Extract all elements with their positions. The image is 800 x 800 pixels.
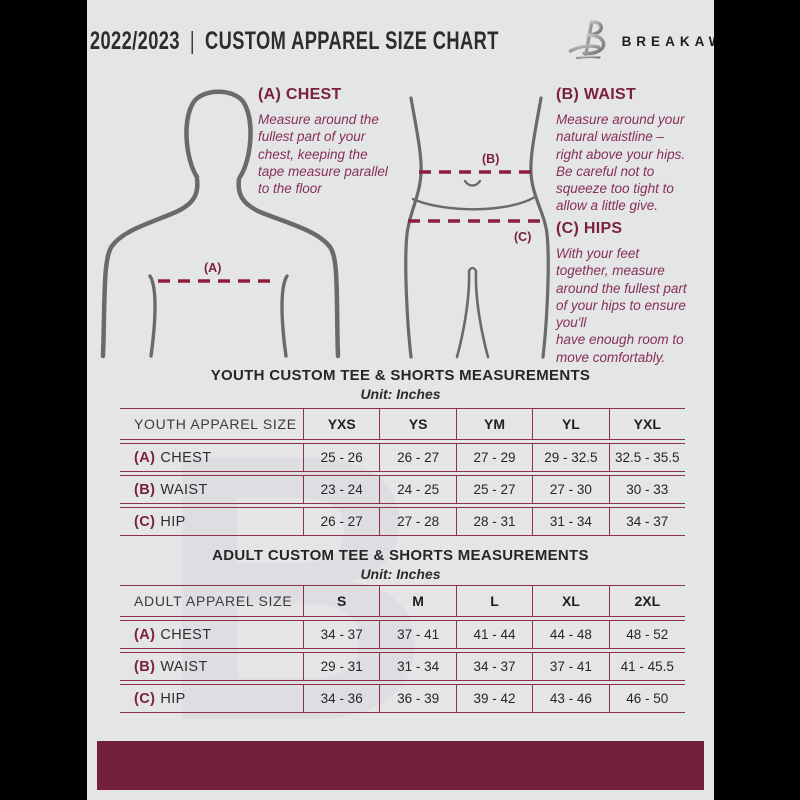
hips-line-label: (C) [514,230,531,244]
title-text: CUSTOM APPAREL SIZE CHART [204,26,499,55]
table-cell: 27 - 29 [455,444,532,471]
youth-unit-label: Unit: Inches [360,386,441,402]
table-cell: 41 - 44 [455,621,532,648]
adult-section-title: ADULT CUSTOM TEE & SHORTS MEASUREMENTS [212,547,589,564]
table-cell: 37 - 41 [379,621,455,648]
table-row: (C) HIP 26 - 27 27 - 28 28 - 31 31 - 34 3… [120,507,685,536]
chest-line-label: (A) [204,261,221,275]
table-cell: 34 - 37 [303,621,379,648]
table-cell: 34 - 37 [608,508,685,535]
size-column-header: S [303,586,379,616]
row-prefix: (B) [134,481,156,498]
table-row: (C) HIP 34 - 36 36 - 39 39 - 42 43 - 46 4… [120,684,685,713]
table-cell: 31 - 34 [532,508,608,535]
row-prefix: (C) [134,513,156,530]
waist-line-label: (B) [482,152,499,166]
title-separator: | [189,26,195,55]
table-header-row: YOUTH APPAREL SIZE YXS YS YM YL YXL [120,408,685,440]
size-column-header: 2XL [608,586,685,616]
youth-size-table: YOUTH APPAREL SIZE YXS YS YM YL YXL (A) C… [120,408,685,536]
size-column-header: YXL [608,409,685,439]
size-chart-page: B 2022/2023 | CUSTOM APPAREL SIZE CHART [87,0,714,800]
table-cell: 44 - 48 [532,621,608,648]
waist-heading: (B) WAIST [556,86,637,103]
row-prefix: (C) [134,690,156,707]
title-season: 2022/2023 [89,26,180,55]
row-label: WAIST [160,658,208,675]
table-cell: 34 - 36 [303,685,379,712]
table-cell: 36 - 39 [379,685,455,712]
row-label: WAIST [160,481,208,498]
page-header: 2022/2023 | CUSTOM APPAREL SIZE CHART [87,16,714,66]
table-cell: 25 - 27 [455,476,532,503]
size-column-header: XL [532,586,608,616]
waist-instructions: (B) WAIST Measure around your natural wa… [556,86,708,215]
table-cell: 37 - 41 [532,653,608,680]
row-label: HIP [160,513,186,530]
table-header-row: ADULT APPAREL SIZE S M L XL 2XL [120,585,685,617]
hips-instructions: (C) HIPS With your feet together, measur… [556,220,708,366]
table-row: (B) WAIST 23 - 24 24 - 25 25 - 27 27 - 30… [120,475,685,504]
table-cell: 32.5 - 35.5 [608,444,685,471]
table-cell: 26 - 27 [379,444,455,471]
table-cell: 48 - 52 [608,621,685,648]
breakaway-logo-icon [567,16,613,67]
adult-unit-label: Unit: Inches [360,566,441,582]
chest-body-text: Measure around the fullest part of your … [258,112,388,197]
size-column-header: YS [379,409,455,439]
hips-heading: (C) HIPS [556,220,623,237]
row-label: CHEST [160,626,212,643]
table-cell: 41 - 45.5 [608,653,685,680]
row-label: CHEST [160,449,212,466]
table-cell: 29 - 31 [303,653,379,680]
brand-watermark-letter: B [157,375,432,800]
adult-size-table: ADULT APPAREL SIZE S M L XL 2XL (A) CHEST… [120,585,685,713]
hips-body-text: With your feet together, measure around … [556,246,687,365]
size-column-header: YL [532,409,608,439]
row-prefix: (A) [134,626,156,643]
row-prefix: (B) [134,658,156,675]
table-cell: 27 - 30 [532,476,608,503]
youth-size-header: YOUTH APPAREL SIZE [134,416,297,432]
table-cell: 39 - 42 [455,685,532,712]
brand-lockup: BREAKAWAY [567,16,714,67]
table-cell: 43 - 46 [532,685,608,712]
adult-size-header: ADULT APPAREL SIZE [134,593,293,609]
table-cell: 31 - 34 [379,653,455,680]
size-column-header: L [455,586,532,616]
row-label: HIP [160,690,186,707]
table-row: (B) WAIST 29 - 31 31 - 34 34 - 37 37 - 41… [120,652,685,681]
size-column-header: YM [455,409,532,439]
chest-heading: (A) CHEST [258,86,342,103]
table-row: (A) CHEST 25 - 26 26 - 27 27 - 29 29 - 32… [120,443,685,472]
row-prefix: (A) [134,449,156,466]
table-cell: 28 - 31 [455,508,532,535]
hips-figure-icon [404,96,550,359]
table-cell: 26 - 27 [303,508,379,535]
chest-instructions: (A) CHEST Measure around the fullest par… [258,86,398,197]
footer-accent-bar [97,741,704,790]
table-cell: 25 - 26 [303,444,379,471]
table-cell: 27 - 28 [379,508,455,535]
brand-name: BREAKAWAY [621,33,714,49]
table-cell: 34 - 37 [455,653,532,680]
youth-section-title: YOUTH CUSTOM TEE & SHORTS MEASUREMENTS [210,367,591,384]
size-column-header: M [379,586,455,616]
table-cell: 30 - 33 [608,476,685,503]
size-column-header: YXS [303,409,379,439]
table-cell: 46 - 50 [608,685,685,712]
waist-body-text: Measure around your natural waistline – … [556,112,686,214]
table-cell: 29 - 32.5 [532,444,608,471]
table-row: (A) CHEST 34 - 37 37 - 41 41 - 44 44 - 48… [120,620,685,649]
table-cell: 23 - 24 [303,476,379,503]
page-title: 2022/2023 | CUSTOM APPAREL SIZE CHART [90,26,499,55]
table-cell: 24 - 25 [379,476,455,503]
